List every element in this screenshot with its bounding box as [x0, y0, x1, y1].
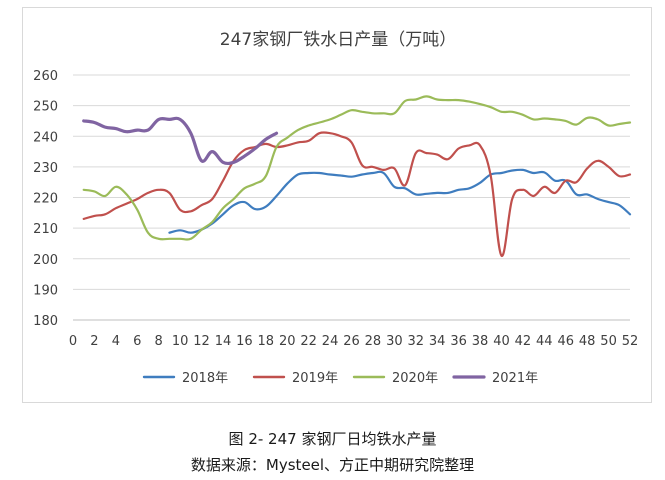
y-tick-label: 250	[33, 100, 58, 115]
x-tick-label: 30	[386, 334, 403, 349]
gridlines	[73, 74, 630, 321]
y-tick-label: 230	[33, 161, 58, 176]
x-tick-label: 4	[112, 334, 120, 349]
x-tick-label: 0	[69, 334, 77, 349]
x-tick-label: 50	[600, 334, 617, 349]
series-line-1	[168, 168, 632, 234]
x-tick-label: 10	[172, 334, 189, 349]
x-tick-label: 38	[472, 334, 489, 349]
chart-title: 247家钢厂铁水日产量（万吨）	[220, 30, 456, 50]
x-tick-label: 42	[515, 334, 532, 349]
x-tick-label: 34	[429, 334, 446, 349]
chart-frame: 247家钢厂铁水日产量（万吨） 180 190 200 210 220 230 240 250…	[22, 7, 652, 403]
x-tick-label: 12	[193, 334, 210, 349]
source-caption: 数据来源：Mysteel、方正中期研究院整理	[190, 456, 475, 474]
y-tick-label: 220	[33, 192, 58, 207]
x-tick-label: 14	[215, 334, 232, 349]
legend-label-4: 2021年	[492, 371, 538, 386]
x-tick-label: 46	[557, 334, 574, 349]
x-tick-label: 26	[343, 334, 360, 349]
x-tick-label: 52	[622, 334, 639, 349]
y-tick-label: 180	[33, 314, 58, 329]
x-tick-label: 36	[450, 334, 467, 349]
line-chart: 247家钢厂铁水日产量（万吨） 180190200210220230240250…	[33, 30, 638, 386]
x-tick-label: 28	[365, 334, 382, 349]
legend-label-3: 2020年	[392, 371, 438, 386]
figure-caption: 图 2- 247 家钢厂日均铁水产量	[228, 430, 437, 448]
x-tick-label: 22	[300, 334, 317, 349]
x-tick-label: 48	[579, 334, 596, 349]
y-tick-label: 240	[33, 130, 58, 145]
x-tick-label: 18	[258, 334, 275, 349]
series-line-3	[82, 95, 632, 241]
x-tick-label: 6	[133, 334, 141, 349]
y-tick-label: 200	[33, 253, 58, 268]
series-line-2	[82, 131, 632, 257]
legend: 2018年 2019年 2020年 2021年	[142, 371, 538, 386]
x-tick-label: 16	[236, 334, 253, 349]
x-tick-label: 20	[279, 334, 296, 349]
legend-label-1: 2018年	[182, 371, 228, 386]
legend-label-2: 2019年	[292, 371, 338, 386]
x-tick-label: 2	[90, 334, 98, 349]
y-tick-label: 190	[33, 283, 58, 298]
x-tick-label: 8	[155, 334, 163, 349]
y-tick-label: 260	[33, 69, 58, 84]
series-line-4	[82, 116, 279, 166]
x-tick-label: 32	[407, 334, 424, 349]
y-tick-label: 210	[33, 222, 58, 237]
x-tick-label: 24	[322, 334, 339, 349]
x-tick-label: 40	[493, 334, 510, 349]
series-lines	[82, 95, 632, 257]
x-tick-label: 44	[536, 334, 553, 349]
